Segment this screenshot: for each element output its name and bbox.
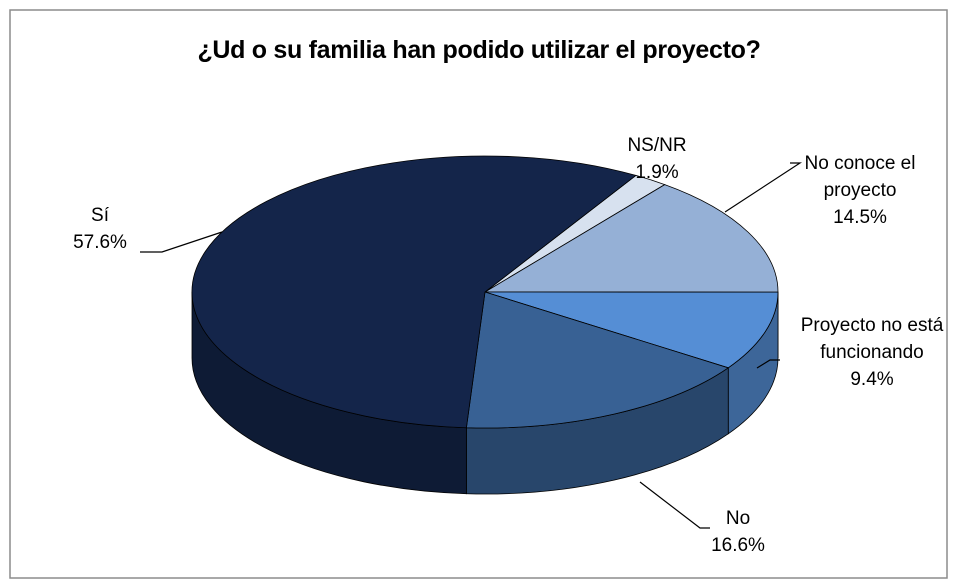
pie-slice — [483, 184, 779, 293]
slice-category: Proyecto no está funcionando — [800, 315, 944, 363]
slice-category: No conoce el proyecto — [804, 153, 916, 201]
slice-label: No conoce el proyecto 14.5% — [790, 150, 930, 231]
chart-title: ¿Ud o su familia han podido utilizar el … — [197, 36, 761, 64]
slice-value: 14.5% — [833, 207, 887, 228]
slice-label: No 16.6% — [698, 505, 778, 559]
slice-category: NS/NR — [627, 135, 687, 156]
slice-value: 16.6% — [711, 535, 765, 556]
slice-label: NS/NR 1.9% — [612, 132, 702, 186]
slice-category: Sí — [91, 205, 109, 226]
leader-line — [140, 231, 223, 253]
leader-line — [756, 359, 780, 369]
leader-lines — [140, 162, 803, 529]
pie — [191, 155, 779, 495]
slice-value: 57.6% — [73, 232, 127, 253]
leader-line — [639, 481, 710, 529]
slice-category: No — [725, 508, 751, 529]
leader-line — [724, 162, 803, 213]
slice-label: Sí 57.6% — [60, 202, 140, 256]
slice-value: 1.9% — [635, 162, 679, 183]
pie-slice — [484, 291, 779, 369]
slice-value: 9.4% — [850, 369, 894, 390]
pie-slice — [191, 155, 637, 429]
slice-label: Proyecto no está funcionando 9.4% — [772, 312, 958, 393]
pie-slice — [465, 291, 730, 429]
